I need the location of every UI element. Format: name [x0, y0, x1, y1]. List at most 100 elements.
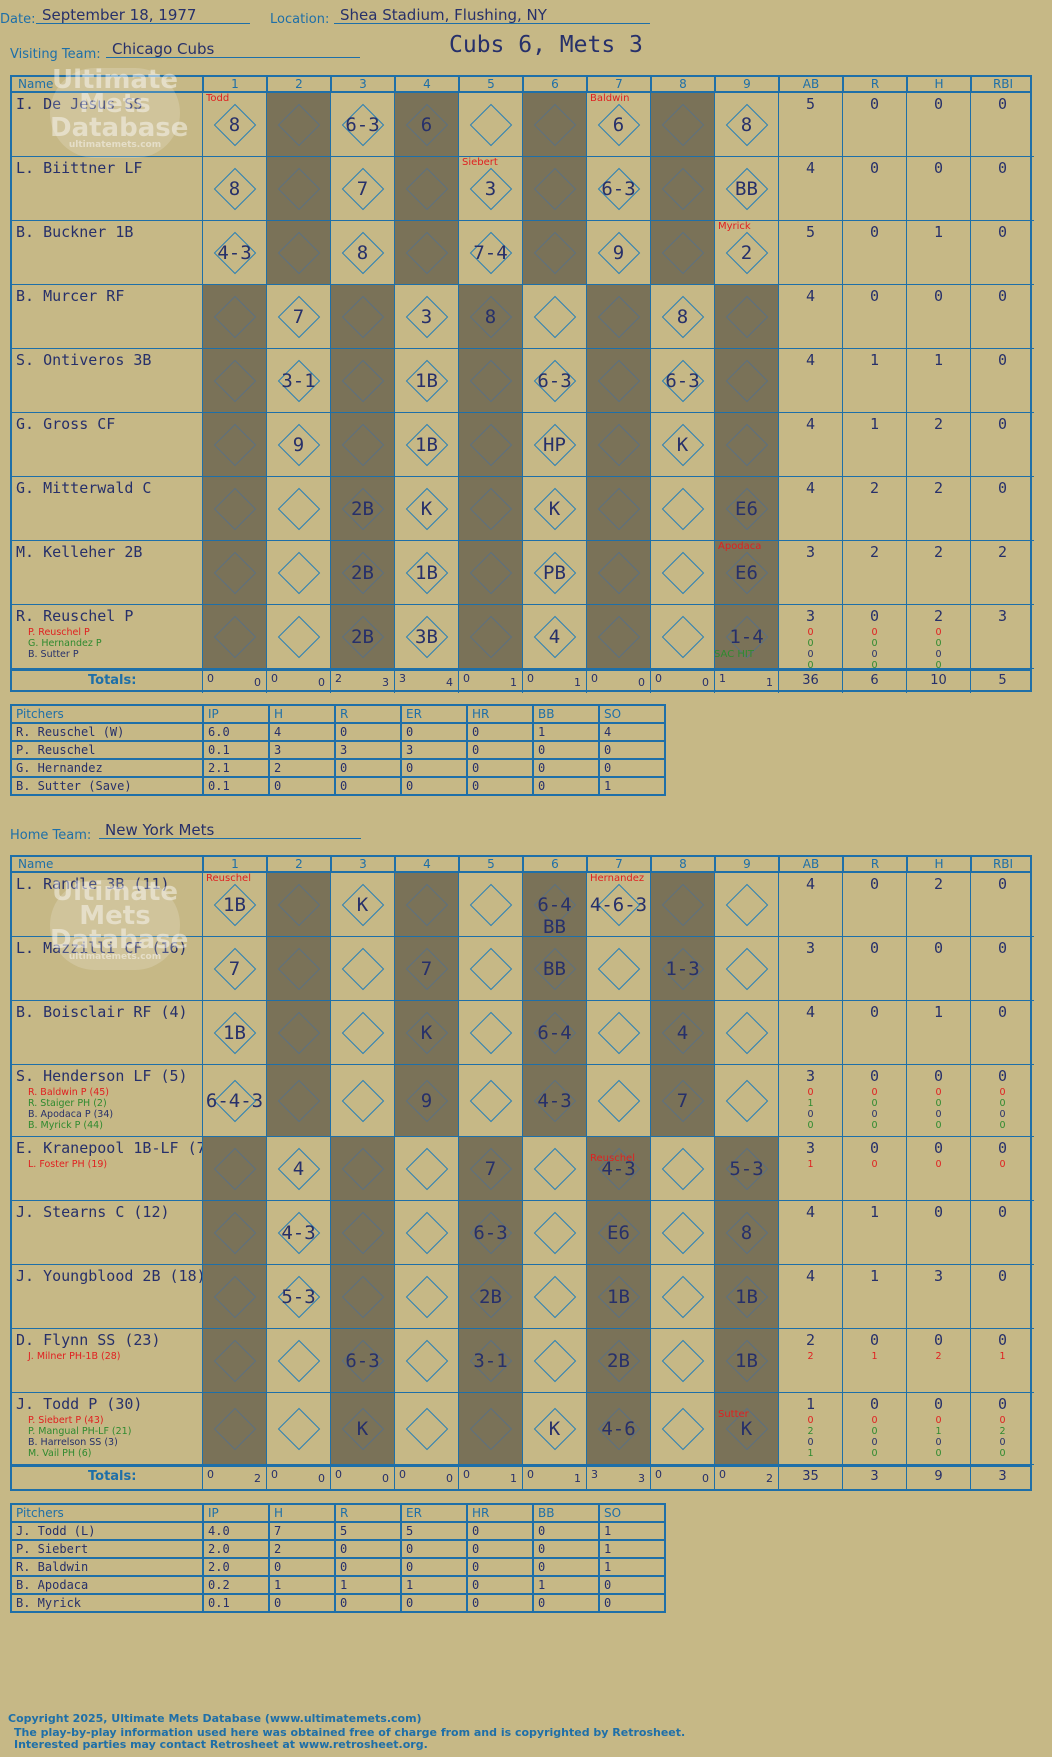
play-result: K	[740, 1417, 753, 1440]
play-result: 8	[740, 113, 753, 136]
inning-runs: 0	[207, 1468, 214, 1481]
basepath-diamond	[469, 1079, 512, 1122]
substitute-name: R. Staiger PH (2)	[28, 1098, 107, 1109]
pitcher-row: R. Reuschel (W) 6.0 4 0 0 0 1 4	[10, 722, 666, 742]
batting-stat-cell: 0	[906, 93, 970, 157]
pitcher-column-header: R	[334, 1503, 402, 1523]
basepath-diamond	[533, 103, 576, 146]
pitcher-column-header: H	[268, 704, 336, 724]
watermark-text: Ultimate	[51, 877, 179, 907]
substitute-stat: 1	[807, 1448, 814, 1459]
at-bat-cell	[330, 1137, 394, 1201]
substitute-name: B. Sutter P	[28, 649, 79, 660]
batting-stat-value: 1	[869, 415, 880, 433]
at-bat-cell	[394, 1201, 458, 1265]
pitcher-stat-cell: 0	[598, 740, 666, 760]
basepath-diamond	[341, 1147, 384, 1190]
sac-hit-note: SAC HIT	[714, 649, 754, 660]
player-row: D. Flynn SS (23) J. Milner PH-1B (28)	[12, 1329, 202, 1393]
basepath-diamond	[725, 883, 768, 926]
pitcher-stat-cell: 0	[532, 1593, 600, 1613]
player-name: S. Ontiveros 3B	[16, 351, 152, 369]
at-bat-cell	[394, 1137, 458, 1201]
substitute-name: R. Baldwin P (45)	[28, 1087, 110, 1098]
at-bat-cell	[266, 1065, 330, 1137]
basepath-diamond	[213, 359, 256, 402]
at-bat-cell	[202, 1393, 266, 1465]
play-result: 2B	[351, 625, 374, 648]
pitcher-stat-cell: G. Hernandez	[10, 758, 204, 778]
pitcher-stat-cell: 3	[400, 740, 468, 760]
substitute-name: B. Myrick P (44)	[28, 1120, 103, 1131]
play-result: 9	[292, 433, 305, 456]
batting-stat-value: 4	[805, 159, 816, 177]
basepath-diamond	[341, 947, 384, 990]
batting-stat-cell: 0	[970, 157, 1034, 221]
batting-stat-cell: 4	[778, 477, 842, 541]
batting-stat-value: 1	[933, 351, 944, 369]
at-bat-cell	[714, 349, 778, 413]
at-bat-cell	[458, 541, 522, 605]
pitcher-column-header: ER	[400, 1503, 468, 1523]
at-bat-cell: 7	[394, 937, 458, 1001]
at-bat-cell	[266, 1001, 330, 1065]
watermark-text: ultimatemets.com	[68, 952, 162, 962]
at-bat-cell: 2B	[330, 477, 394, 541]
location-value: Shea Stadium, Flushing, NY	[334, 6, 650, 24]
batting-stat-cell: 1	[842, 1201, 906, 1265]
play-result: 2B	[351, 497, 374, 520]
basepath-diamond	[469, 615, 512, 658]
play-result: 4-3	[281, 1221, 316, 1244]
basepath-diamond	[725, 295, 768, 338]
play-result: 5-3	[281, 1285, 316, 1308]
batting-stat-value: 0	[933, 1203, 944, 1221]
pitcher-stat-cell: 0	[400, 1593, 468, 1613]
basepath-diamond	[597, 359, 640, 402]
play-result: 9	[420, 1089, 433, 1112]
pitcher-stat-cell: 0.1	[202, 776, 270, 796]
substitute-stat: 0	[999, 1109, 1006, 1120]
batting-stat-value: 2	[933, 875, 944, 893]
substitute-stat: 1	[807, 1098, 814, 1109]
batting-stat-value: 0	[869, 875, 880, 893]
substitute-stat: 0	[871, 1426, 878, 1437]
pitcher-header-row: Pitchers IP H R ER HR BB SO	[10, 1503, 666, 1523]
substitute-stat: 0	[999, 1120, 1006, 1131]
batting-stat-value: 1	[805, 1395, 816, 1413]
basepath-diamond	[725, 1011, 768, 1054]
batting-stat-value: 4	[805, 875, 816, 893]
basepath-diamond	[661, 551, 704, 594]
substitute-stat: 0	[871, 638, 878, 649]
at-bat-cell: 8	[650, 285, 714, 349]
play-result: 1B	[223, 893, 246, 916]
pitcher-stat-cell: P. Reuschel	[10, 740, 204, 760]
inning-header-2: 2	[266, 77, 330, 91]
batting-stat-value: 0	[869, 939, 880, 957]
inning-hits: 0	[638, 676, 645, 689]
at-bat-cell: K	[522, 1393, 586, 1465]
basepath-diamond	[213, 615, 256, 658]
at-bat-cell: 8	[202, 93, 266, 157]
substitute-stat: 2	[935, 1351, 942, 1362]
inning-header-6: 6	[522, 77, 586, 91]
at-bat-cell	[266, 477, 330, 541]
inning-runs: 2	[335, 672, 342, 685]
batting-stat-value: 0	[997, 223, 1008, 241]
basepath-diamond	[469, 423, 512, 466]
batting-stat-cell: 0	[970, 873, 1034, 937]
batting-stat-cell: 5	[778, 221, 842, 285]
substitute-stat: 0	[999, 1087, 1006, 1098]
batting-stat-value: 3	[933, 1267, 944, 1285]
inning-hits: 0	[254, 676, 261, 689]
at-bat-cell: 1B	[714, 1265, 778, 1329]
at-bat-cell: 1B	[714, 1329, 778, 1393]
batting-stat-value: 0	[869, 223, 880, 241]
at-bat-cell	[650, 477, 714, 541]
inning-runs: 0	[271, 1468, 278, 1481]
at-bat-cell: 1B	[586, 1265, 650, 1329]
at-bat-cell	[586, 541, 650, 605]
substitute-name: M. Vail PH (6)	[28, 1448, 92, 1459]
pitcher-column-header: IP	[202, 1503, 270, 1523]
